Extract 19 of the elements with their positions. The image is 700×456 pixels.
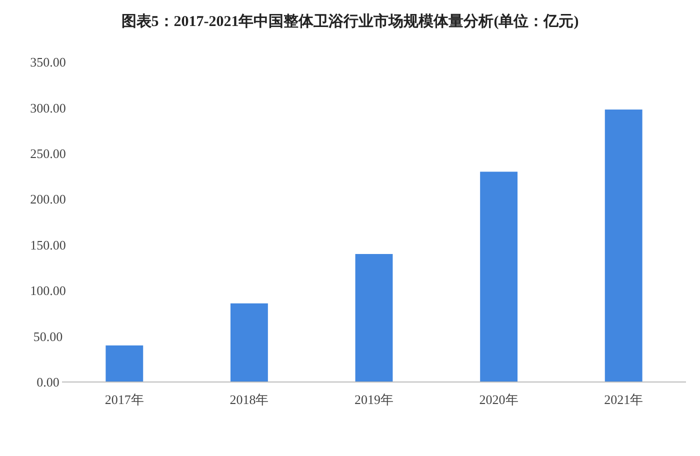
- y-tick-label: 150.00: [30, 237, 66, 252]
- y-tick-label: 300.00: [30, 100, 66, 116]
- y-tick-label: 250.00: [30, 146, 66, 161]
- bar: [480, 172, 518, 382]
- bar: [604, 110, 642, 382]
- y-tick-label: 0.00: [36, 374, 60, 390]
- bar: [230, 303, 268, 382]
- x-tick-label: 2017年: [104, 392, 144, 407]
- y-tick-label: 100.00: [30, 283, 66, 298]
- bar: [355, 254, 393, 382]
- bar: [106, 345, 144, 382]
- x-tick-label: 2021年: [604, 392, 644, 407]
- x-tick-label: 2019年: [354, 392, 394, 407]
- chart-title: 图表5：2017-2021年中国整体卫浴行业市场规模体量分析(单位：亿元): [121, 12, 579, 30]
- y-tick-label: 50.00: [33, 328, 63, 344]
- y-tick-label: 200.00: [30, 192, 66, 207]
- y-tick-label: 350.00: [30, 54, 66, 70]
- x-tick-label: 2020年: [479, 392, 518, 407]
- x-tick-label: 2018年: [230, 392, 269, 407]
